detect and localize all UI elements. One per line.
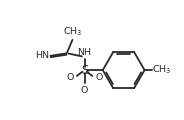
- Text: NH: NH: [78, 48, 92, 57]
- Text: CH$_3$: CH$_3$: [152, 64, 172, 76]
- Text: CH$_3$: CH$_3$: [63, 26, 82, 38]
- Text: S: S: [81, 64, 88, 77]
- Text: O: O: [95, 73, 103, 82]
- Text: O: O: [66, 73, 74, 82]
- Text: HN: HN: [35, 51, 49, 60]
- Text: O: O: [81, 86, 88, 95]
